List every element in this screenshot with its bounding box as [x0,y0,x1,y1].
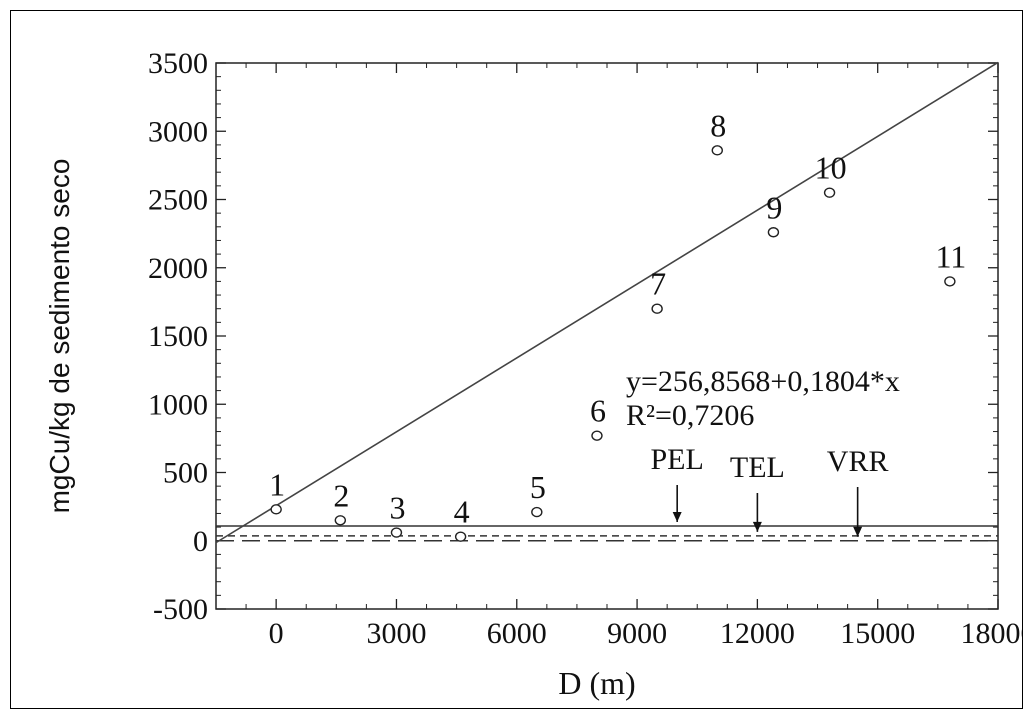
reference-label-pel: PEL [651,443,704,476]
point-label: 4 [454,494,470,530]
y-tick-label: 500 [163,457,208,490]
point-label: 6 [590,393,606,429]
y-tick-label: 1000 [148,388,208,421]
reference-label-vrr: VRR [827,445,889,478]
data-point [591,430,603,441]
y-tick-label: 2500 [148,184,208,217]
regression-line [215,61,999,544]
x-tick-label: 0 [269,617,284,650]
arrow-head [853,526,863,537]
x-tick-label: 18000 [961,617,1023,650]
arrow-head [752,521,762,532]
y-tick-label: 0 [193,525,208,558]
x-tick-label: 15000 [840,617,915,650]
y-tick-label: 3500 [148,47,208,80]
y-tick-label: 1500 [148,320,208,353]
reference-arrows: PEL TEL VRR [651,443,889,537]
data-point [531,506,543,518]
axis-ticks: 3500 3000 2500 2000 1500 1000 500 0 -500 0 3000 600… [148,47,1022,650]
data-point [767,227,780,238]
data-point [651,303,663,314]
r-squared-label: R²=0,7206 [626,399,754,432]
x-tick-label: 3000 [366,617,426,650]
scatter-chart: 3500 3000 2500 2000 1500 1000 500 0 -500 0 3000 600… [44,47,1022,701]
point-label: 3 [389,490,405,526]
data-point [711,145,723,156]
x-tick-label: 6000 [487,617,547,650]
data-points: 1 2 3 4 5 6 7 8 9 10 11 [269,107,966,542]
reference-label-tel: TEL [730,451,785,484]
point-label: 1 [269,466,285,502]
data-point [944,276,956,287]
reference-lines [216,525,998,542]
data-point [454,531,467,542]
plot-area [215,62,999,610]
x-tick-label: 9000 [607,617,667,650]
y-tick-label: 3000 [148,115,208,148]
point-label: 10 [815,150,847,186]
y-axis-label: mgCu/kg de sedimento seco [44,159,75,514]
point-label: 7 [650,266,666,302]
point-label: 9 [766,189,782,225]
x-axis-label: D (m) [558,665,635,701]
x-tick-label: 12000 [720,617,795,650]
regression-equation: y=256,8568+0,1804*x [626,365,900,398]
point-label: 8 [710,107,726,143]
arrow-head [672,512,682,523]
data-point [390,527,403,538]
point-label: 2 [333,477,349,513]
point-label: 11 [935,238,966,274]
y-tick-label: 2000 [148,252,208,285]
data-point [334,515,347,526]
point-label: 5 [530,469,546,505]
y-tick-label: -500 [153,593,208,626]
data-point [823,187,836,198]
figure-frame: 3500 3000 2500 2000 1500 1000 500 0 -500 0 3000 600… [10,10,1023,709]
data-point [270,504,282,515]
